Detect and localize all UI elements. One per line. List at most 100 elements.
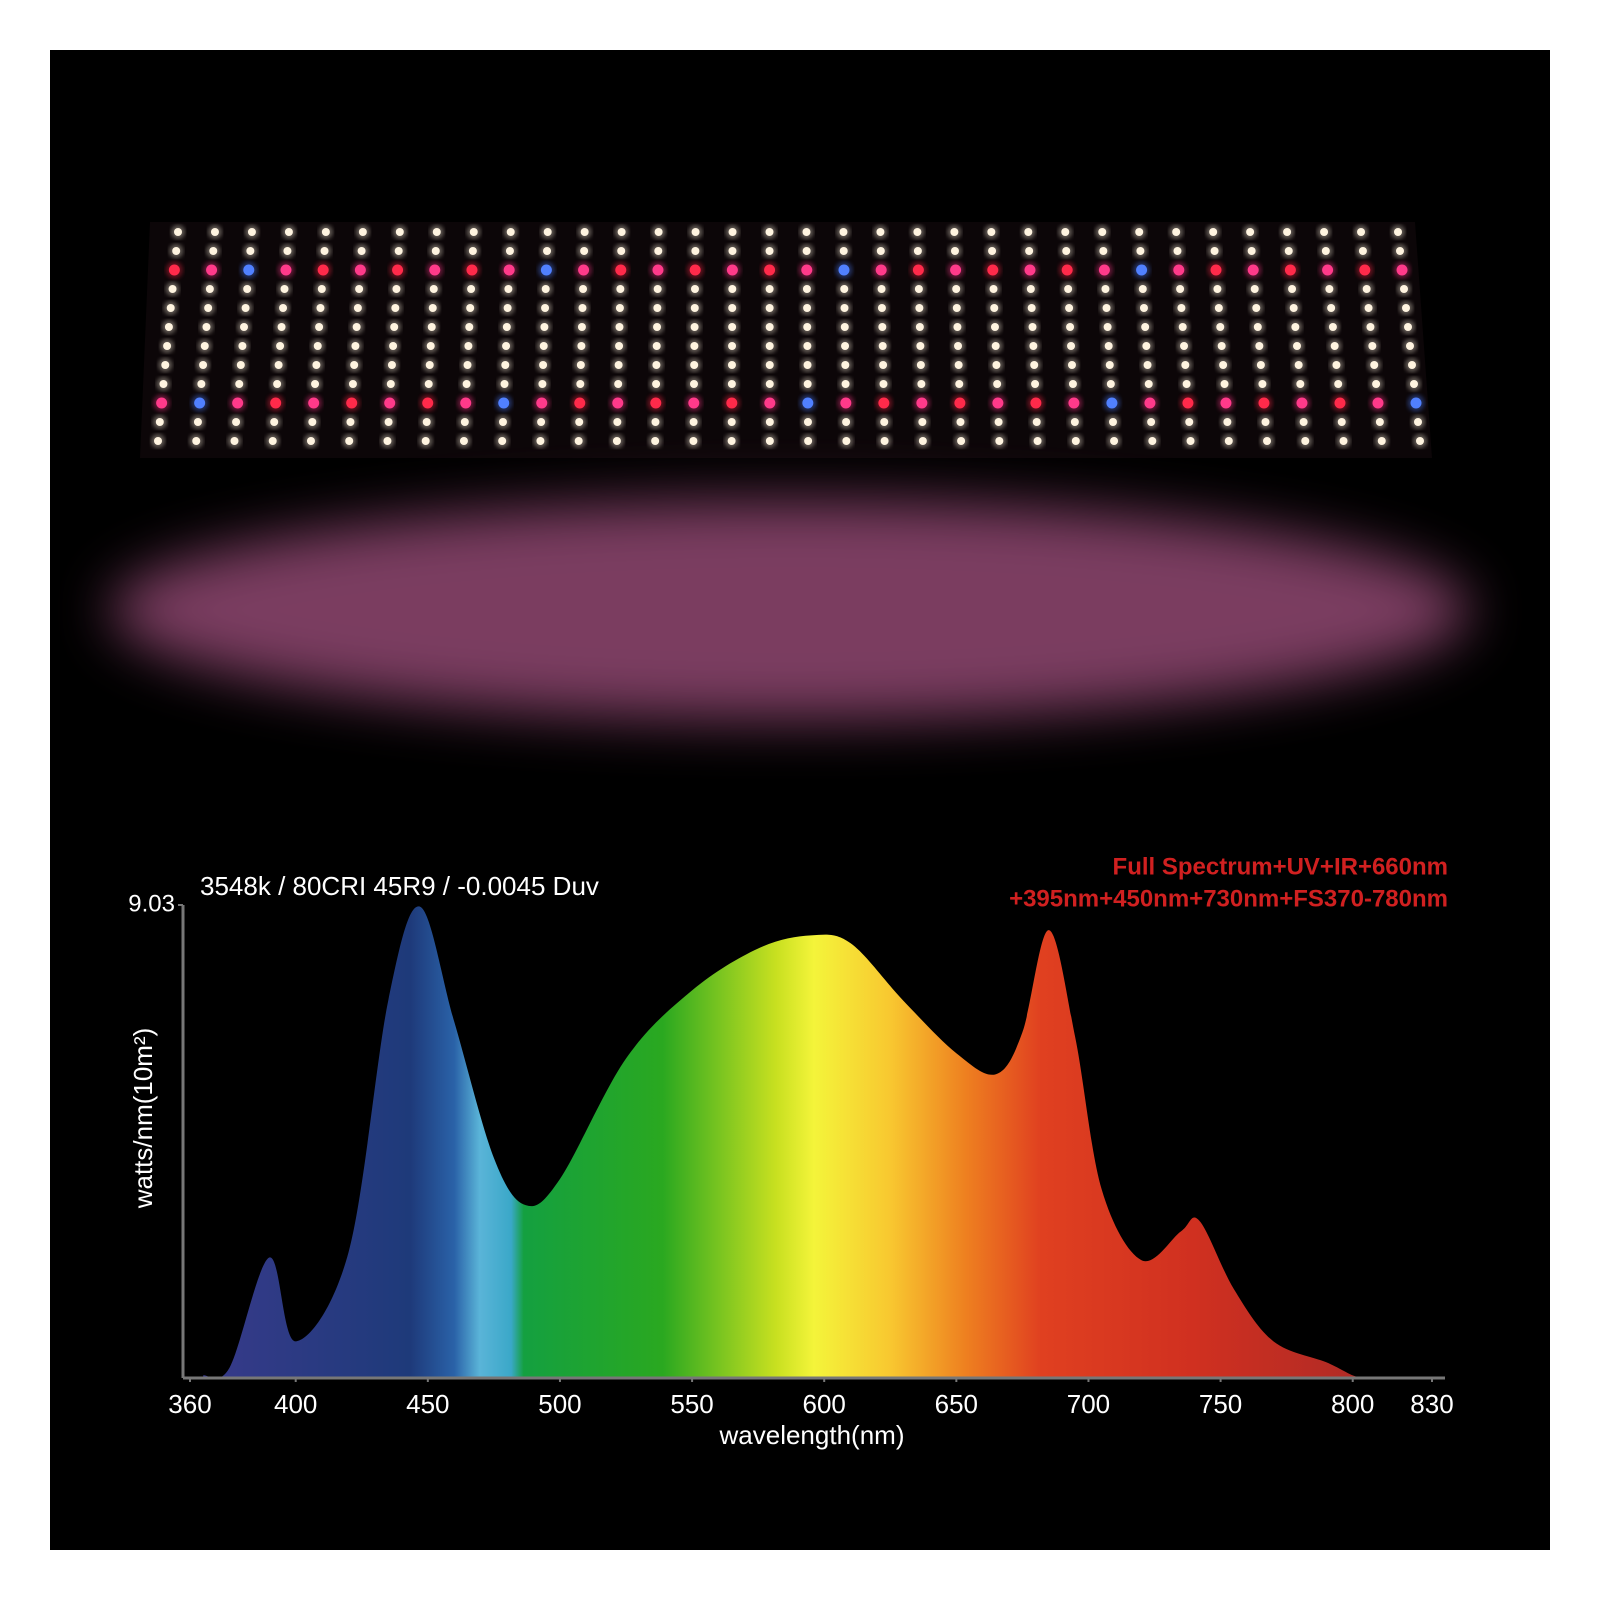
led xyxy=(1030,361,1039,369)
led xyxy=(1025,247,1034,255)
led xyxy=(1182,397,1194,409)
led xyxy=(205,285,214,293)
led xyxy=(345,437,354,445)
led xyxy=(765,380,774,388)
led xyxy=(1219,361,1228,369)
led xyxy=(210,228,219,236)
led xyxy=(199,361,208,369)
led xyxy=(653,304,662,312)
led xyxy=(1177,304,1186,312)
led xyxy=(1143,361,1152,369)
led xyxy=(1247,247,1256,255)
led xyxy=(1400,285,1408,293)
led xyxy=(690,342,699,350)
led xyxy=(355,285,364,293)
led xyxy=(803,323,812,331)
led xyxy=(617,247,626,255)
led xyxy=(350,361,359,369)
led xyxy=(950,228,959,236)
led xyxy=(574,437,583,445)
led xyxy=(764,264,776,276)
led xyxy=(689,418,698,426)
led xyxy=(270,397,282,409)
x-tick-label: 750 xyxy=(1199,1389,1242,1419)
led xyxy=(1372,380,1381,388)
led xyxy=(917,380,926,388)
led xyxy=(1394,228,1402,236)
led xyxy=(469,228,478,236)
led xyxy=(1258,380,1267,388)
led xyxy=(652,380,661,388)
led xyxy=(354,264,366,276)
led xyxy=(803,304,812,312)
led xyxy=(429,264,441,276)
led xyxy=(1368,342,1377,350)
led xyxy=(383,437,392,445)
led xyxy=(386,380,395,388)
led xyxy=(279,304,288,312)
led xyxy=(536,397,548,409)
x-tick-label: 450 xyxy=(406,1389,449,1419)
led xyxy=(1366,323,1375,331)
led xyxy=(384,397,396,409)
led xyxy=(243,285,252,293)
led xyxy=(877,304,886,312)
led xyxy=(617,228,626,236)
led xyxy=(197,380,206,388)
led xyxy=(765,418,774,426)
led xyxy=(614,361,623,369)
led xyxy=(1220,397,1232,409)
x-tick-label: 360 xyxy=(168,1389,211,1419)
led xyxy=(1288,285,1297,293)
led xyxy=(839,228,848,236)
led xyxy=(954,342,963,350)
led xyxy=(803,342,812,350)
led xyxy=(1024,228,1033,236)
led xyxy=(764,397,776,409)
led xyxy=(1103,323,1112,331)
led xyxy=(728,247,737,255)
led xyxy=(1410,380,1418,388)
x-tick-label: 830 xyxy=(1410,1389,1453,1419)
led xyxy=(541,285,550,293)
led xyxy=(460,418,469,426)
led xyxy=(313,342,322,350)
led xyxy=(1064,285,1073,293)
led xyxy=(311,380,320,388)
led xyxy=(727,437,736,445)
led xyxy=(504,285,513,293)
led xyxy=(467,285,476,293)
led xyxy=(765,247,774,255)
led xyxy=(1256,361,1265,369)
led xyxy=(317,264,329,276)
led xyxy=(1139,304,1148,312)
led xyxy=(577,342,586,350)
led xyxy=(1066,323,1075,331)
led xyxy=(387,361,396,369)
led xyxy=(503,264,515,276)
led xyxy=(506,228,515,236)
led xyxy=(612,397,624,409)
led xyxy=(232,418,241,426)
led xyxy=(280,264,292,276)
led xyxy=(987,264,999,276)
led xyxy=(1263,437,1272,445)
led xyxy=(505,247,514,255)
led xyxy=(1147,418,1156,426)
led xyxy=(1252,304,1261,312)
led xyxy=(690,304,699,312)
led xyxy=(1138,285,1147,293)
led xyxy=(840,285,849,293)
led xyxy=(156,397,168,409)
led xyxy=(1135,228,1144,236)
led xyxy=(1296,397,1308,409)
led xyxy=(466,304,475,312)
led xyxy=(1098,228,1107,236)
led xyxy=(462,380,471,388)
led xyxy=(315,323,324,331)
led xyxy=(468,247,477,255)
led xyxy=(352,323,361,331)
led xyxy=(1301,437,1310,445)
led xyxy=(1330,342,1339,350)
led xyxy=(1250,285,1259,293)
